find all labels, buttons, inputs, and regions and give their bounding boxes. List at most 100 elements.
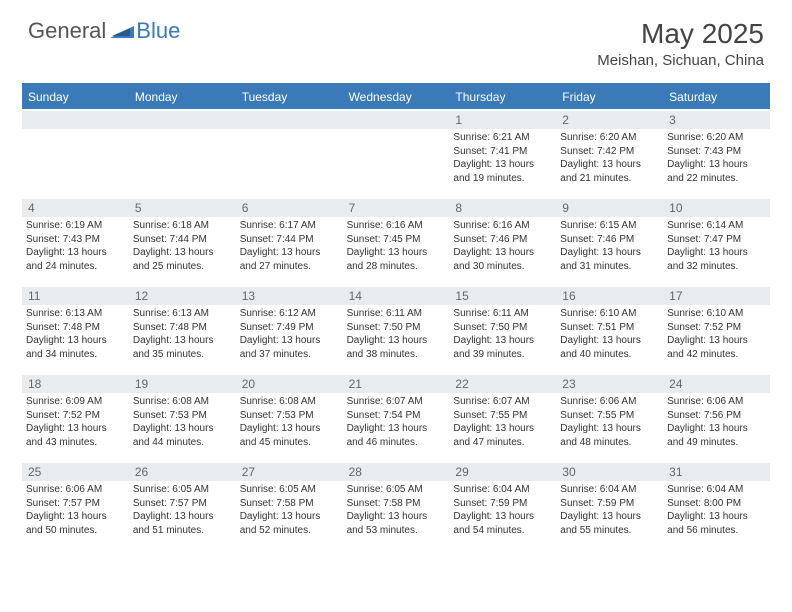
day-details: Sunrise: 6:14 AMSunset: 7:47 PMDaylight:…	[667, 219, 766, 273]
logo-text-blue: Blue	[136, 18, 180, 44]
day-number: 17	[663, 287, 770, 305]
day-details: Sunrise: 6:10 AMSunset: 7:51 PMDaylight:…	[560, 307, 659, 361]
day-details: Sunrise: 6:20 AMSunset: 7:42 PMDaylight:…	[560, 131, 659, 185]
day-details: Sunrise: 6:06 AMSunset: 7:57 PMDaylight:…	[26, 483, 125, 537]
day-details: Sunrise: 6:12 AMSunset: 7:49 PMDaylight:…	[240, 307, 339, 361]
calendar-cell: 7Sunrise: 6:16 AMSunset: 7:45 PMDaylight…	[343, 197, 450, 285]
day-number: 15	[449, 287, 556, 305]
calendar-cell: 25 Sunrise: 6:06 AMSunset: 7:57 PMDayligh…	[22, 461, 129, 549]
day-details: Sunrise: 6:04 AMSunset: 7:59 PMDaylight:…	[560, 483, 659, 537]
day-number: 29	[449, 463, 556, 481]
day-details: Sunrise: 6:06 AMSunset: 7:56 PMDaylight:…	[667, 395, 766, 449]
day-details: Sunrise: 6:11 AMSunset: 7:50 PMDaylight:…	[453, 307, 552, 361]
day-details: Sunrise: 6:06 AMSunset: 7:55 PMDaylight:…	[560, 395, 659, 449]
day-details: Sunrise: 6:16 AMSunset: 7:46 PMDaylight:…	[453, 219, 552, 273]
weekday-header-row: SundayMondayTuesdayWednesdayThursdayFrid…	[22, 85, 770, 109]
day-number: 20	[236, 375, 343, 393]
day-details: Sunrise: 6:20 AMSunset: 7:43 PMDaylight:…	[667, 131, 766, 185]
day-details: Sunrise: 6:08 AMSunset: 7:53 PMDaylight:…	[240, 395, 339, 449]
calendar-cell: 24 Sunrise: 6:06 AMSunset: 7:56 PMDayligh…	[663, 373, 770, 461]
day-details: Sunrise: 6:07 AMSunset: 7:54 PMDaylight:…	[347, 395, 446, 449]
weekday-header: Wednesday	[343, 85, 450, 109]
day-number: 19	[129, 375, 236, 393]
day-details: Sunrise: 6:08 AMSunset: 7:53 PMDaylight:…	[133, 395, 232, 449]
weekday-header: Tuesday	[236, 85, 343, 109]
calendar-cell: 27Sunrise: 6:05 AMSunset: 7:58 PMDayligh…	[236, 461, 343, 549]
calendar-cell: 30 Sunrise: 6:04 AMSunset: 7:59 PMDayligh…	[556, 461, 663, 549]
calendar-week: 25 Sunrise: 6:06 AMSunset: 7:57 PMDayligh…	[22, 461, 770, 549]
day-details: Sunrise: 6:15 AMSunset: 7:46 PMDaylight:…	[560, 219, 659, 273]
calendar-cell: 1 Sunrise: 6:21 AMSunset: 7:41 PMDaylight…	[449, 109, 556, 197]
calendar-cell: 29 Sunrise: 6:04 AMSunset: 7:59 PMDayligh…	[449, 461, 556, 549]
day-details: Sunrise: 6:21 AMSunset: 7:41 PMDaylight:…	[453, 131, 552, 185]
calendar-cell: 20 Sunrise: 6:08 AMSunset: 7:53 PMDayligh…	[236, 373, 343, 461]
day-number: 18	[22, 375, 129, 393]
day-number: 11	[22, 287, 129, 305]
day-details: Sunrise: 6:07 AMSunset: 7:55 PMDaylight:…	[453, 395, 552, 449]
calendar-cell: 15 Sunrise: 6:11 AMSunset: 7:50 PMDayligh…	[449, 285, 556, 373]
calendar-body: 1 Sunrise: 6:21 AMSunset: 7:41 PMDaylight…	[22, 109, 770, 549]
day-details: Sunrise: 6:13 AMSunset: 7:48 PMDaylight:…	[26, 307, 125, 361]
day-number: 23	[556, 375, 663, 393]
empty-day	[129, 111, 236, 129]
logo-triangle-icon	[110, 20, 134, 43]
day-details: Sunrise: 6:19 AMSunset: 7:43 PMDaylight:…	[26, 219, 125, 273]
calendar-cell: 14 Sunrise: 6:11 AMSunset: 7:50 PMDayligh…	[343, 285, 450, 373]
calendar-cell: 2 Sunrise: 6:20 AMSunset: 7:42 PMDaylight…	[556, 109, 663, 197]
calendar-cell: 19 Sunrise: 6:08 AMSunset: 7:53 PMDayligh…	[129, 373, 236, 461]
calendar-cell: 8Sunrise: 6:16 AMSunset: 7:46 PMDaylight…	[449, 197, 556, 285]
day-details: Sunrise: 6:09 AMSunset: 7:52 PMDaylight:…	[26, 395, 125, 449]
day-number: 1	[449, 111, 556, 129]
calendar-cell: 5 Sunrise: 6:18 AMSunset: 7:44 PMDaylight…	[129, 197, 236, 285]
day-number: 3	[663, 111, 770, 129]
month-title: May 2025	[597, 18, 764, 50]
day-number: 28	[343, 463, 450, 481]
day-details: Sunrise: 6:13 AMSunset: 7:48 PMDaylight:…	[133, 307, 232, 361]
calendar-cell: 6Sunrise: 6:17 AMSunset: 7:44 PMDaylight…	[236, 197, 343, 285]
location-label: Meishan, Sichuan, China	[597, 52, 764, 69]
day-number: 25	[22, 463, 129, 481]
weekday-header: Friday	[556, 85, 663, 109]
day-details: Sunrise: 6:10 AMSunset: 7:52 PMDaylight:…	[667, 307, 766, 361]
day-number: 2	[556, 111, 663, 129]
calendar: SundayMondayTuesdayWednesdayThursdayFrid…	[22, 83, 770, 549]
day-number: 31	[663, 463, 770, 481]
calendar-cell: 13 Sunrise: 6:12 AMSunset: 7:49 PMDayligh…	[236, 285, 343, 373]
day-details: Sunrise: 6:05 AMSunset: 7:58 PMDaylight:…	[347, 483, 446, 537]
day-number: 26	[129, 463, 236, 481]
day-number: 10	[663, 199, 770, 217]
day-number: 16	[556, 287, 663, 305]
empty-day	[343, 111, 450, 129]
day-number: 5	[129, 199, 236, 217]
calendar-cell: 23 Sunrise: 6:06 AMSunset: 7:55 PMDayligh…	[556, 373, 663, 461]
calendar-cell: 10 Sunrise: 6:14 AMSunset: 7:47 PMDayligh…	[663, 197, 770, 285]
weekday-header: Thursday	[449, 85, 556, 109]
calendar-cell	[129, 109, 236, 197]
calendar-cell: 4Sunrise: 6:19 AMSunset: 7:43 PMDaylight…	[22, 197, 129, 285]
day-details: Sunrise: 6:18 AMSunset: 7:44 PMDaylight:…	[133, 219, 232, 273]
calendar-cell: 31Sunrise: 6:04 AMSunset: 8:00 PMDayligh…	[663, 461, 770, 549]
empty-day	[22, 111, 129, 129]
calendar-cell	[343, 109, 450, 197]
day-number: 12	[129, 287, 236, 305]
calendar-cell: 18 Sunrise: 6:09 AMSunset: 7:52 PMDayligh…	[22, 373, 129, 461]
calendar-week: 1 Sunrise: 6:21 AMSunset: 7:41 PMDaylight…	[22, 109, 770, 197]
day-number: 7	[343, 199, 450, 217]
calendar-cell: 21Sunrise: 6:07 AMSunset: 7:54 PMDayligh…	[343, 373, 450, 461]
calendar-cell	[236, 109, 343, 197]
calendar-week: 4Sunrise: 6:19 AMSunset: 7:43 PMDaylight…	[22, 197, 770, 285]
day-number: 9	[556, 199, 663, 217]
day-number: 22	[449, 375, 556, 393]
empty-day	[236, 111, 343, 129]
day-details: Sunrise: 6:04 AMSunset: 7:59 PMDaylight:…	[453, 483, 552, 537]
page-header: General Blue May 2025 Meishan, Sichuan, …	[0, 0, 792, 77]
logo: General Blue	[28, 18, 180, 44]
day-details: Sunrise: 6:17 AMSunset: 7:44 PMDaylight:…	[240, 219, 339, 273]
day-number: 14	[343, 287, 450, 305]
day-details: Sunrise: 6:11 AMSunset: 7:50 PMDaylight:…	[347, 307, 446, 361]
day-number: 24	[663, 375, 770, 393]
calendar-cell: 11 Sunrise: 6:13 AMSunset: 7:48 PMDayligh…	[22, 285, 129, 373]
day-number: 30	[556, 463, 663, 481]
day-number: 13	[236, 287, 343, 305]
weekday-header: Saturday	[663, 85, 770, 109]
